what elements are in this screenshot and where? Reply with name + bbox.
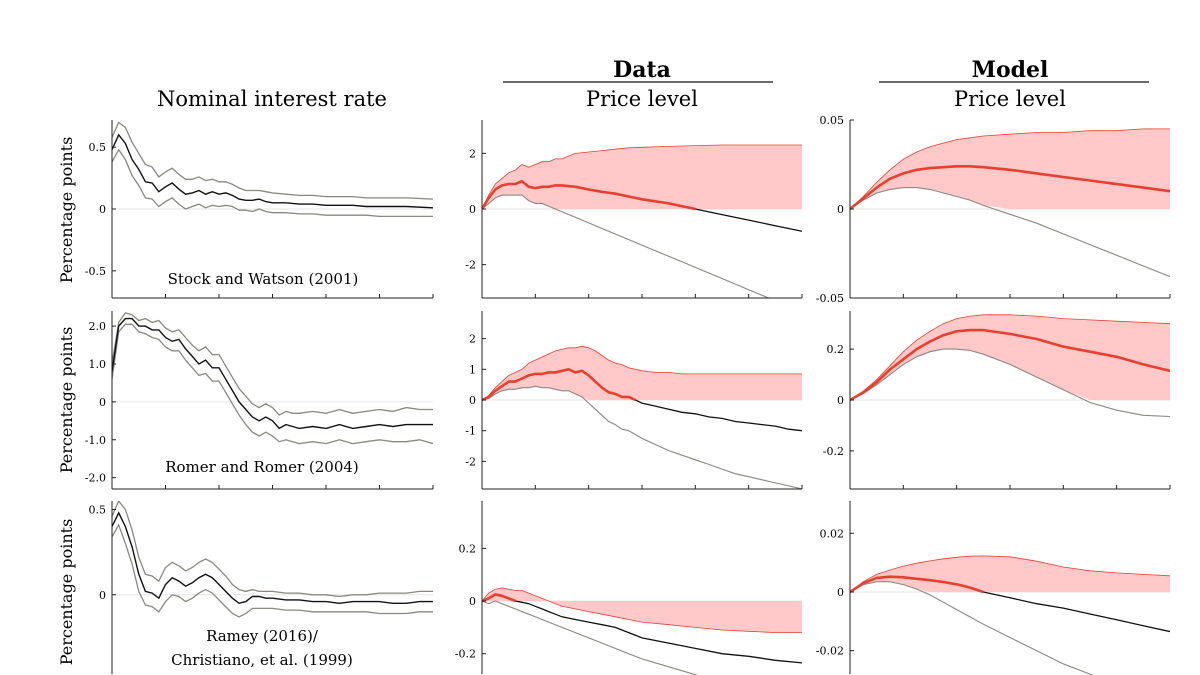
col2-title: Price level <box>586 87 698 111</box>
lower-band-line <box>482 194 771 298</box>
point-estimate-positive <box>850 575 984 594</box>
y-tick-label: 1.0 <box>89 358 107 371</box>
y-tick-label: 0 <box>99 396 106 409</box>
panel-ramey-rate: 0.50 <box>89 501 433 674</box>
y-tick-label: 0 <box>99 589 106 602</box>
annotation-ramey-line1: Ramey (2016)/ <box>206 627 319 645</box>
y-tick-label: 0.2 <box>459 542 477 555</box>
point-estimate-line <box>112 317 433 430</box>
upper-band-line <box>482 345 802 401</box>
y-tick-label: -1.0 <box>85 434 106 447</box>
y-tick-label: 0.02 <box>820 527 845 540</box>
lower-band-line <box>112 323 433 445</box>
y-tick-label: 0 <box>837 586 844 599</box>
y-tick-label: -0.02 <box>816 645 844 658</box>
lower-band-line <box>482 385 802 489</box>
plot-area <box>482 345 802 489</box>
upper-band-line <box>482 144 802 210</box>
upper-band-line <box>850 128 1170 210</box>
point-estimate-positive <box>482 179 696 211</box>
y-tick-label: 0.5 <box>89 504 107 517</box>
y-tick-label: 0 <box>99 203 106 216</box>
y-tick-label: -2.0 <box>85 472 106 485</box>
y-tick-label: 0.2 <box>827 343 845 356</box>
y-tick-label: 1 <box>469 363 476 376</box>
col1-title: Nominal interest rate <box>157 87 387 111</box>
panel-ramey-data-price: 0.2 0 -0.2 <box>455 501 802 675</box>
annotation-ramey-line2: Christiano, et al. (1999) <box>171 651 353 669</box>
annotation-stock-watson: Stock and Watson (2001) <box>168 270 359 288</box>
y-axis-label-row1: Percentage points <box>57 137 76 284</box>
plot-area <box>850 555 1170 675</box>
panel-stock-watson-data-price: 2 0 -2 <box>465 120 803 299</box>
confidence-band <box>482 346 802 400</box>
y-tick-label: -0.2 <box>823 445 844 458</box>
plot-area <box>112 121 433 218</box>
y-tick-label: 2 <box>469 147 476 160</box>
panel-romer-rate: 2.0 1.0 0 -1.0 -2.0 <box>85 311 434 490</box>
upper-band-line <box>482 587 802 633</box>
plot-area <box>850 314 1170 418</box>
panel-stock-watson-rate: 0.5 0 -0.5 <box>85 120 434 299</box>
upper-band-line <box>112 501 433 598</box>
confidence-band <box>482 587 802 633</box>
point-estimate-positive <box>850 165 1170 211</box>
y-tick-label: 0.5 <box>89 141 107 154</box>
point-estimate-positive <box>482 593 516 603</box>
y-tick-label: -0.5 <box>85 265 106 278</box>
point-estimate-line <box>112 133 433 209</box>
confidence-band <box>482 145 802 209</box>
confidence-band <box>850 555 1170 592</box>
y-tick-label: 0 <box>469 203 476 216</box>
y-tick-label: -1 <box>465 425 476 438</box>
y-tick-label: 0 <box>837 203 844 216</box>
y-tick-label: 2.0 <box>89 320 107 333</box>
y-tick-label: -0.2 <box>455 648 476 661</box>
lower-band-line <box>112 523 433 618</box>
y-tick-label: 0.05 <box>820 114 845 127</box>
point-estimate-positive <box>482 368 636 402</box>
upper-band-line <box>850 555 1170 593</box>
lower-band-line <box>850 348 1170 418</box>
y-tick-label: -2 <box>465 455 476 468</box>
lower-band-line <box>112 148 433 218</box>
y-tick-label: -0.05 <box>816 292 844 305</box>
confidence-band <box>850 314 1170 400</box>
lower-band-line <box>850 187 1170 278</box>
y-tick-label: -2 <box>465 259 476 272</box>
upper-band-line <box>112 312 433 416</box>
y-axis-label-row3: Percentage points <box>57 519 76 666</box>
plot-area <box>112 312 433 445</box>
point-estimate-positive <box>850 328 1170 402</box>
plot-area <box>482 144 802 298</box>
plot-area <box>850 128 1170 278</box>
annotation-romer: Romer and Romer (2004) <box>165 458 359 476</box>
y-tick-label: 0 <box>469 394 476 407</box>
model-header: Model <box>972 57 1049 83</box>
data-header: Data <box>613 57 671 83</box>
y-axis-label-row2: Percentage points <box>57 327 76 474</box>
point-estimate-line <box>112 511 433 605</box>
panel-stock-watson-model-price: 0.05 0 -0.05 <box>816 114 1171 305</box>
plot-area <box>482 587 802 675</box>
panel-romer-model-price: 0.2 0 -0.2 <box>823 311 1171 490</box>
panel-romer-data-price: 2 1 0 -1 -2 <box>465 311 803 490</box>
col3-title: Price level <box>954 87 1066 111</box>
y-tick-label: 2 <box>469 333 476 346</box>
upper-band-line <box>850 314 1170 401</box>
y-tick-label: 0 <box>469 595 476 608</box>
y-tick-label: 0 <box>837 394 844 407</box>
plot-area <box>112 501 433 618</box>
panel-ramey-model-price: 0.02 0 -0.02 <box>816 501 1170 675</box>
lower-band-line <box>850 581 1094 675</box>
upper-band-line <box>112 121 433 200</box>
